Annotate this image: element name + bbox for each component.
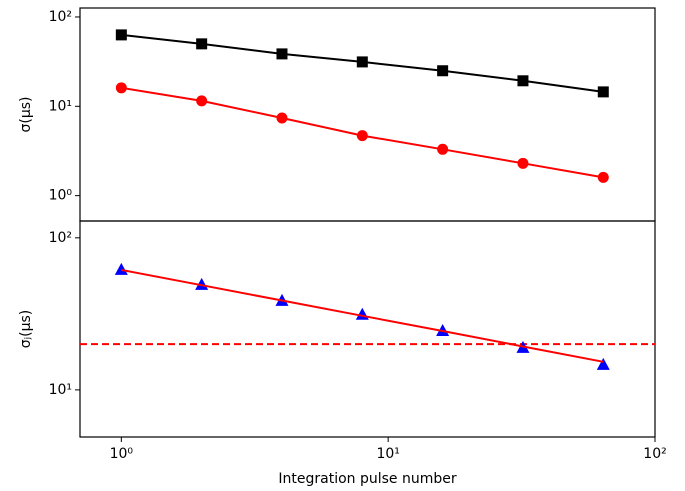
marker (356, 56, 368, 68)
x-tick-label: 10⁰ (110, 446, 134, 462)
marker (195, 277, 209, 290)
y-tick-label: 10¹ (49, 98, 72, 114)
series-line (121, 268, 604, 363)
marker (196, 95, 208, 107)
marker (115, 29, 127, 41)
marker (196, 38, 208, 50)
marker (437, 65, 449, 77)
marker (437, 143, 449, 155)
x-axis-label: Integration pulse number (278, 471, 456, 487)
marker (276, 48, 288, 60)
marker (355, 307, 369, 320)
marker (517, 157, 529, 169)
x-tick-label: 10² (643, 446, 666, 462)
y-tick-label: 10¹ (49, 382, 72, 398)
y-tick-label: 10⁰ (49, 188, 73, 204)
marker (276, 112, 288, 124)
marker (597, 171, 609, 183)
y-tick-label: 10² (49, 9, 72, 25)
marker (597, 86, 609, 98)
marker (596, 357, 610, 370)
marker (114, 262, 128, 275)
y-tick-label: 10² (49, 230, 72, 246)
plot-frame (79, 220, 656, 438)
marker (517, 75, 529, 87)
y-axis-label: σⱼ(μs) (18, 310, 34, 348)
y-axis-label: σ(μs) (18, 97, 34, 133)
x-tick-label: 10¹ (376, 446, 399, 462)
marker (115, 82, 127, 94)
marker (356, 130, 368, 142)
